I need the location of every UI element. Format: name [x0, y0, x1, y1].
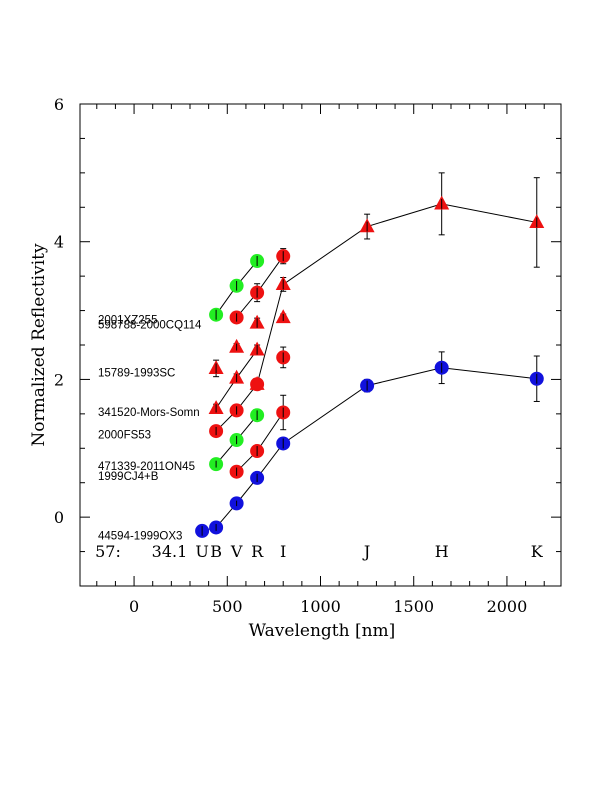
- y-tick-label: 4: [54, 233, 64, 252]
- band-label: K: [531, 542, 544, 561]
- band-label: J: [362, 542, 370, 561]
- x-tick-label: 1500: [393, 597, 434, 616]
- series-label: 598788-2000CQ114: [98, 319, 202, 331]
- band-label: B: [210, 542, 222, 561]
- y-tick-label: 2: [54, 370, 64, 389]
- band-label: H: [435, 542, 449, 561]
- data-markers: [195, 172, 545, 538]
- x-tick-label: 500: [212, 597, 243, 616]
- series-label: 15789-1993SC: [98, 368, 175, 380]
- series-label: 2001XZ255: [98, 315, 157, 327]
- y-tick-label: 6: [54, 95, 64, 114]
- plot-frame: [79, 103, 562, 587]
- triangle-marker: [249, 375, 265, 390]
- x-axis-label: Wavelength [nm]: [249, 621, 396, 641]
- series-label: 2000FS53: [98, 430, 151, 442]
- series-label: 341520-Mors-Somn: [98, 407, 200, 419]
- series-label: 1999CJ4+B: [98, 471, 159, 483]
- series-label: 471339-2011ON45: [98, 461, 195, 473]
- series-line: [256, 203, 537, 385]
- corner-text: 34.1: [152, 542, 188, 561]
- y-axis-label: Normalized Reflectivity: [29, 243, 49, 447]
- x-tick-label: 1000: [300, 597, 341, 616]
- band-label: V: [230, 542, 243, 561]
- y-tick-label: 0: [54, 508, 64, 527]
- x-tick-label: 0: [129, 597, 139, 616]
- band-label: U: [195, 542, 208, 561]
- x-tick-label: 2000: [487, 597, 528, 616]
- axes: 0 500 1000 1500 2000 0 2 4 6 U B V R I J H K 57: 34.1: [54, 95, 562, 616]
- series-label: 44594-1999OX3: [98, 531, 182, 543]
- corner-text: 57:: [95, 542, 121, 561]
- band-label: R: [251, 542, 264, 561]
- band-label: I: [280, 542, 286, 561]
